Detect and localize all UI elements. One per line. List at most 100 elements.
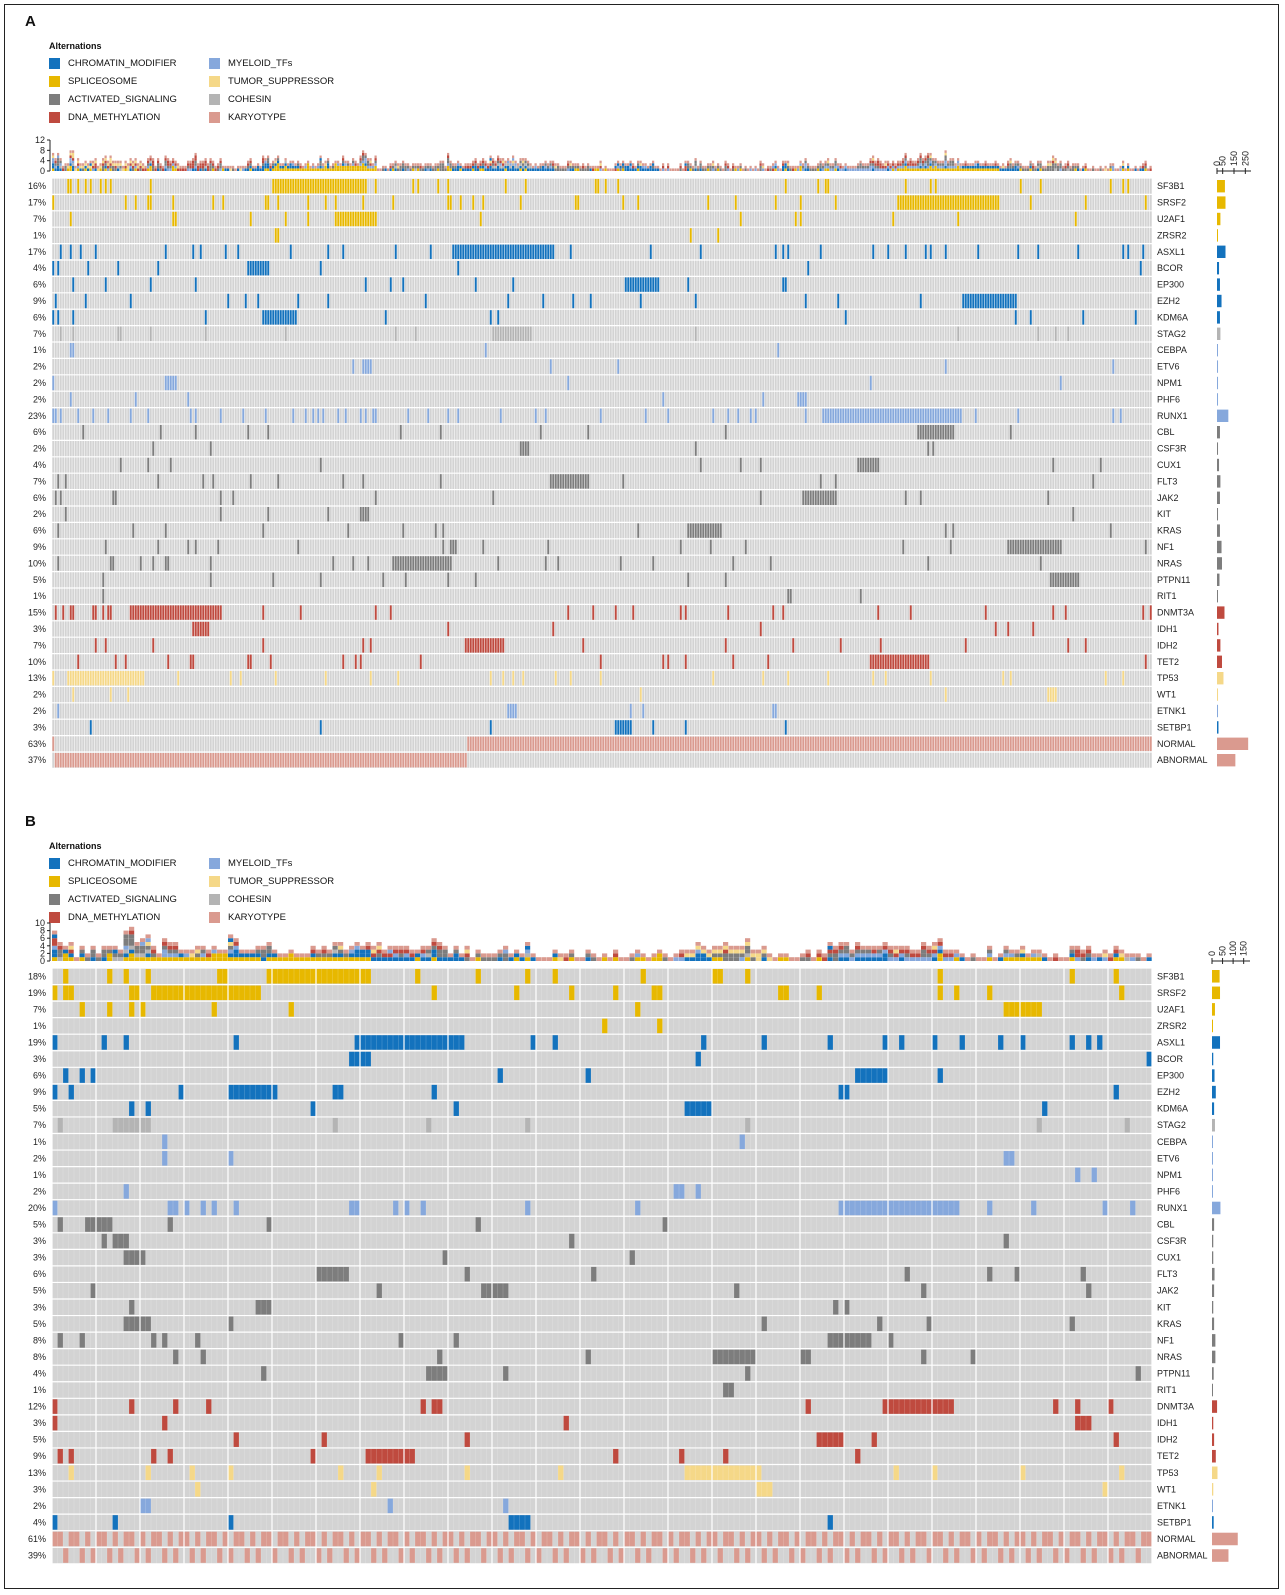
- top-bar-segment: [1084, 163, 1087, 166]
- top-bar-segment: [69, 158, 72, 161]
- top-bar-segment: [635, 957, 641, 961]
- top-bar-segment: [84, 165, 87, 169]
- top-bar-segment: [402, 165, 405, 169]
- alteration-cell: [837, 408, 840, 423]
- top-bar-segment: [54, 165, 57, 169]
- alteration-cell: [1086, 1531, 1092, 1547]
- alteration-cell: [294, 310, 297, 325]
- alteration-cell: [118, 1548, 124, 1563]
- alteration-cell: [502, 671, 505, 686]
- alteration-cell: [613, 1448, 619, 1464]
- top-bar-segment: [481, 957, 487, 961]
- top-bar-segment: [200, 945, 206, 950]
- top-bar-segment: [962, 163, 965, 166]
- alteration-cell: [292, 753, 295, 768]
- top-bar-segment: [337, 163, 340, 166]
- alteration-cell: [915, 1200, 921, 1216]
- alteration-cell: [371, 1482, 377, 1497]
- alteration-cell: [127, 753, 130, 768]
- row-percent-label: 6%: [33, 1071, 46, 1081]
- legend-label: SPLICEOSOME: [68, 876, 138, 887]
- alteration-cell: [279, 310, 282, 325]
- alteration-cell: [832, 490, 835, 505]
- alteration-cell: [572, 474, 575, 489]
- top-bar-segment: [369, 163, 372, 166]
- alteration-cell: [322, 753, 325, 768]
- alteration-cell: [859, 408, 862, 423]
- top-bar-segment: [817, 165, 820, 169]
- alteration-cell: [974, 293, 977, 309]
- alteration-cell: [287, 753, 290, 768]
- alteration-cell: [1029, 539, 1032, 555]
- alteration-cell: [652, 277, 655, 292]
- alteration-cell: [957, 195, 960, 210]
- alteration-cell: [694, 523, 697, 538]
- top-bar-segment: [699, 165, 702, 169]
- alteration-cell: [89, 753, 92, 768]
- alteration-cell: [904, 736, 907, 751]
- top-bar-segment: [624, 163, 627, 166]
- alteration-cell: [504, 179, 507, 194]
- top-bar-segment: [372, 165, 375, 169]
- alteration-cell: [1091, 1548, 1097, 1563]
- alteration-cell: [309, 753, 312, 768]
- alteration-cell: [712, 736, 715, 751]
- alteration-cell: [454, 539, 457, 555]
- top-bar-segment: [338, 953, 344, 958]
- alteration-cell: [694, 326, 697, 341]
- top-bar-segment: [632, 163, 635, 166]
- top-bar-segment: [519, 163, 522, 166]
- top-bar-segment: [1147, 168, 1150, 171]
- alteration-cell: [924, 244, 927, 259]
- top-bar-segment: [637, 163, 640, 166]
- top-bar-segment: [732, 165, 735, 169]
- top-bar-segment: [1144, 163, 1147, 166]
- top-bar-segment: [567, 168, 570, 171]
- alteration-cell: [309, 179, 312, 194]
- alteration-cell: [877, 736, 880, 751]
- top-bar-segment: [164, 160, 167, 164]
- top-bar-segment: [769, 165, 772, 169]
- top-bar-segment: [1057, 165, 1060, 169]
- top-bar-segment: [934, 165, 937, 169]
- alteration-cell: [332, 1084, 338, 1100]
- alteration-cell: [134, 1316, 140, 1332]
- top-bar-segment: [317, 163, 320, 166]
- top-bar-segment: [459, 165, 462, 169]
- alteration-cell: [494, 244, 497, 259]
- top-bar-segment: [337, 160, 340, 164]
- alteration-cell: [442, 523, 445, 538]
- top-bar-segment: [1127, 168, 1130, 171]
- alteration-cell: [817, 490, 820, 505]
- alteration-cell: [389, 753, 392, 768]
- top-bar-segment: [802, 165, 805, 169]
- alteration-cell: [292, 408, 295, 423]
- top-bar-segment: [233, 949, 239, 954]
- alteration-cell: [199, 753, 202, 768]
- top-bar-segment: [1009, 163, 1012, 166]
- alteration-cell: [772, 605, 775, 620]
- top-bar-segment: [284, 160, 287, 164]
- top-bar-segment: [90, 949, 96, 954]
- alteration-cell: [492, 638, 495, 653]
- alteration-cell: [371, 1448, 377, 1464]
- alteration-cell: [129, 408, 132, 423]
- alteration-cell: [1109, 523, 1112, 538]
- top-bar-segment: [679, 163, 682, 166]
- alteration-cell: [472, 736, 475, 751]
- legend-swatch: [209, 94, 220, 105]
- alteration-cell: [745, 1366, 751, 1381]
- gene-label: ASXL1: [1157, 1037, 1185, 1047]
- alteration-cell: [431, 985, 437, 1001]
- top-bar-segment: [184, 168, 187, 171]
- top-bar-segment: [618, 957, 624, 961]
- alteration-cell: [212, 195, 215, 210]
- alteration-cell: [349, 1200, 355, 1216]
- alteration-cell: [622, 736, 625, 751]
- alteration-cell: [279, 753, 282, 768]
- alteration-cell: [59, 490, 62, 505]
- alteration-cell: [524, 326, 527, 341]
- count-bar: [1217, 294, 1222, 308]
- top-bar-segment: [277, 155, 280, 159]
- alteration-cell: [1086, 1283, 1092, 1298]
